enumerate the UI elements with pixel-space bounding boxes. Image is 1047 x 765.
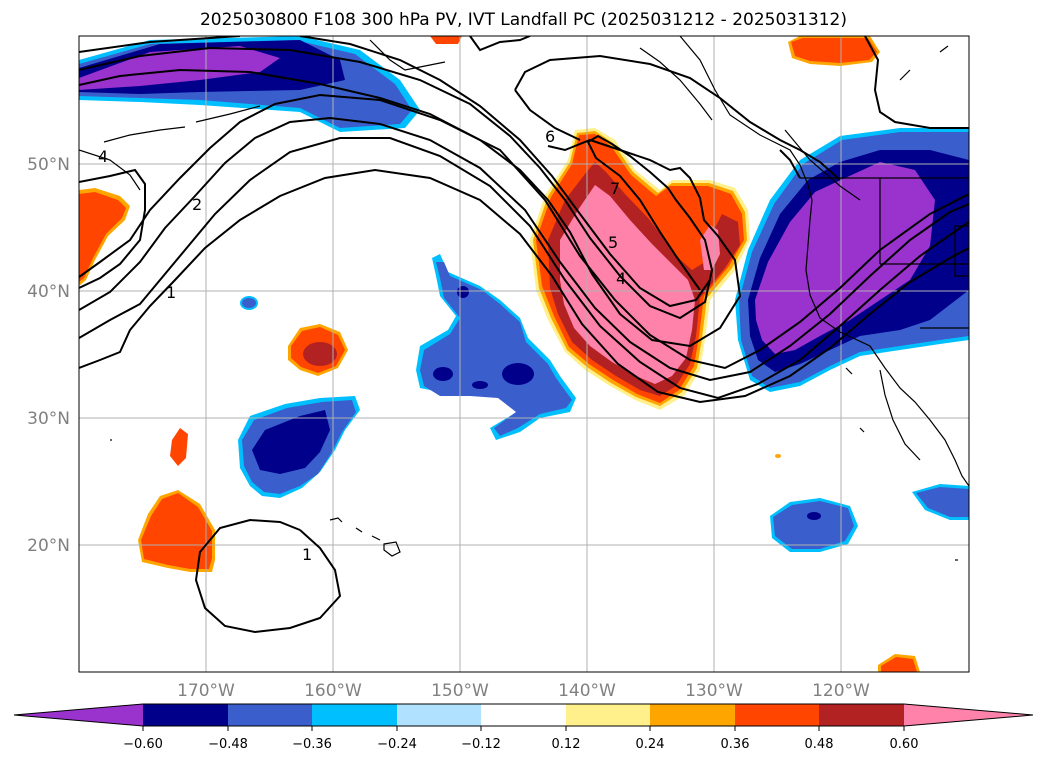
colorbar-tick-label: −0.24 (377, 737, 417, 752)
pv-positive-region-others (79, 36, 920, 672)
colorbar-segment (228, 704, 312, 726)
colorbar-tick-label: 0.60 (890, 737, 919, 752)
latitude-labels: 50°N 40°N 30°N 20°N (27, 155, 70, 556)
contour-label: 1 (302, 545, 312, 564)
colorbar-tick-labels: −0.60 −0.48 −0.36 −0.24 −0.12 0.12 0.24 … (123, 737, 918, 752)
colorbar-tick-label: −0.48 (208, 737, 248, 752)
contour-label: 4 (616, 269, 626, 288)
lon-label: 170°W (177, 681, 235, 701)
pv-negative-region-southwest (238, 396, 360, 498)
ivt-contours (79, 36, 969, 634)
lat-label: 30°N (27, 409, 70, 429)
map-title: 2025030800 F108 300 hPa PV, IVT Landfall… (199, 10, 847, 30)
colorbar-segment (819, 704, 904, 726)
lon-label: 140°W (558, 681, 616, 701)
colorbar-tick-label: −0.60 (123, 737, 163, 752)
colorbar-tick-label: 0.24 (636, 737, 665, 752)
lat-label: 20°N (27, 536, 70, 556)
colorbar-segment (650, 704, 735, 726)
lat-label: 50°N (27, 155, 70, 175)
contour-label: 2 (192, 195, 202, 214)
colorbar-tick-label: 0.48 (805, 737, 834, 752)
contour-labels: 4 2 1 6 7 5 4 1 (98, 127, 626, 564)
contour-label: 5 (608, 233, 618, 252)
colorbar-segment (312, 704, 397, 726)
lat-label: 40°N (27, 282, 70, 302)
colorbar-segment (481, 704, 566, 726)
colorbar-segment (735, 704, 819, 726)
lon-label: 160°W (304, 681, 362, 701)
contour-label: 4 (98, 147, 108, 166)
colorbar-tick-label: 0.36 (721, 737, 750, 752)
colorbar-segment (397, 704, 481, 726)
colorbar-ticks (142, 726, 905, 731)
contour-label: 7 (610, 179, 620, 198)
colorbar-tick-label: −0.36 (292, 737, 332, 752)
pv-negative-region-southeast (770, 484, 969, 552)
colorbar-extend-high (904, 704, 1033, 726)
longitude-labels: 170°W 160°W 150°W 140°W 130°W 120°W (177, 681, 870, 701)
colorbar-segment (143, 704, 228, 726)
colorbar: −0.60 −0.48 −0.36 −0.24 −0.12 0.12 0.24 … (13, 703, 1034, 752)
pv-negative-region-northwest (79, 36, 420, 132)
lon-label: 120°W (812, 681, 870, 701)
pv-negative-region-central (240, 254, 576, 440)
contour-label: 6 (545, 127, 555, 146)
pv-positive-region-central (530, 128, 750, 410)
colorbar-segment (566, 704, 650, 726)
map-frame (78, 35, 970, 673)
contour-label: 1 (166, 283, 176, 302)
colorbar-tick-label: −0.12 (461, 737, 501, 752)
lon-label: 130°W (685, 681, 743, 701)
lon-label: 150°W (431, 681, 489, 701)
colorbar-extend-low (14, 704, 143, 726)
colorbar-tick-label: 0.12 (552, 737, 581, 752)
